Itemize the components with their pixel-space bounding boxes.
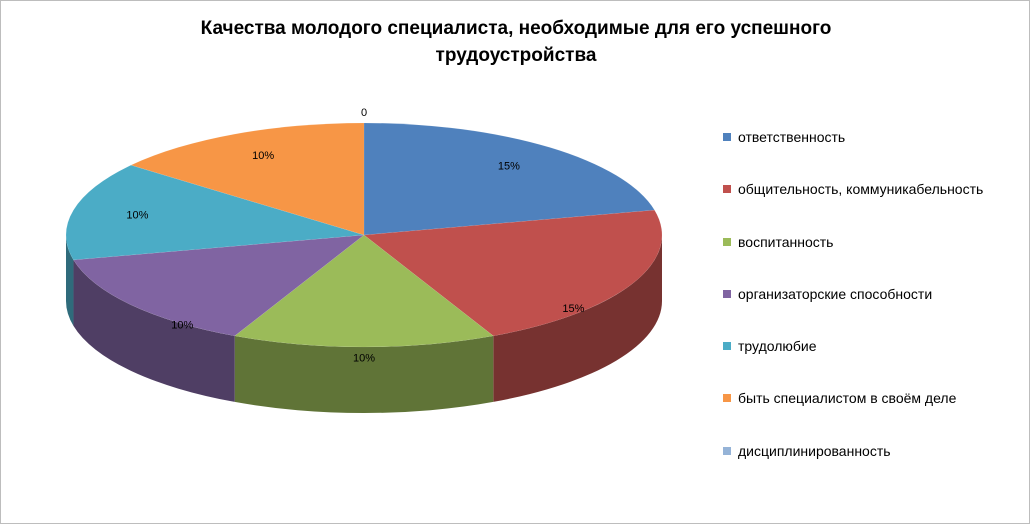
legend-swatch <box>723 342 731 351</box>
legend-label: дисциплинированность <box>738 442 891 459</box>
pie-slice-4 <box>73 234 365 337</box>
pie-slice-5 <box>65 164 365 261</box>
legend-item: быть специалистом в своём деле <box>723 388 1023 440</box>
legend-item: воспитанность <box>723 232 1023 284</box>
chart-title: Качества молодого специалиста, необходим… <box>1 15 1029 69</box>
legend: ответственность общительность, коммуникаб… <box>723 127 1023 493</box>
legend-label: организаторские способности <box>738 285 933 302</box>
data-label-6: 10% <box>252 150 274 162</box>
data-label-4: 10% <box>171 320 193 332</box>
legend-swatch <box>723 394 731 403</box>
chart-title-line-2: трудоустройства <box>435 45 597 66</box>
data-labels: 15% 15% 10% 10% 10% 10% 0 <box>126 107 584 365</box>
pie-side-4 <box>73 259 235 402</box>
data-label-2: 15% <box>562 303 584 315</box>
legend-swatch <box>723 446 731 455</box>
legend-item: общительность, коммуникабельность <box>723 179 1023 231</box>
legend-item: дисциплинированность <box>723 441 1023 493</box>
pie-side-5 <box>66 235 74 326</box>
legend-swatch <box>723 289 731 298</box>
legend-item: ответственность <box>723 127 1023 179</box>
legend-item: организаторские способности <box>723 284 1023 336</box>
legend-label: общительность, коммуникабельность <box>738 181 984 198</box>
pie-side-walls <box>66 235 662 413</box>
legend-item: трудолюбие <box>723 336 1023 388</box>
pie-slice-6 <box>130 122 365 236</box>
pie-slice-3 <box>234 234 494 348</box>
legend-swatch <box>723 237 731 246</box>
data-label-5: 10% <box>126 209 148 221</box>
legend-label: быть специалистом в своём деле <box>738 390 957 407</box>
pie-side-2 <box>493 235 662 402</box>
data-label-1: 15% <box>498 161 520 173</box>
data-label-3: 10% <box>353 353 375 365</box>
legend-label: воспитанность <box>738 233 834 250</box>
legend-label: трудолюбие <box>738 338 817 355</box>
legend-swatch <box>723 185 731 194</box>
legend-swatch <box>723 133 731 141</box>
pie-top <box>65 122 663 348</box>
pie-slice-2 <box>363 209 663 337</box>
pie-side-3 <box>234 335 494 413</box>
legend-label: ответственность <box>738 129 846 145</box>
pie-slice-1 <box>363 122 655 236</box>
chart-title-line-1: Качества молодого специалиста, необходим… <box>200 18 832 39</box>
data-label-7: 0 <box>361 107 367 119</box>
